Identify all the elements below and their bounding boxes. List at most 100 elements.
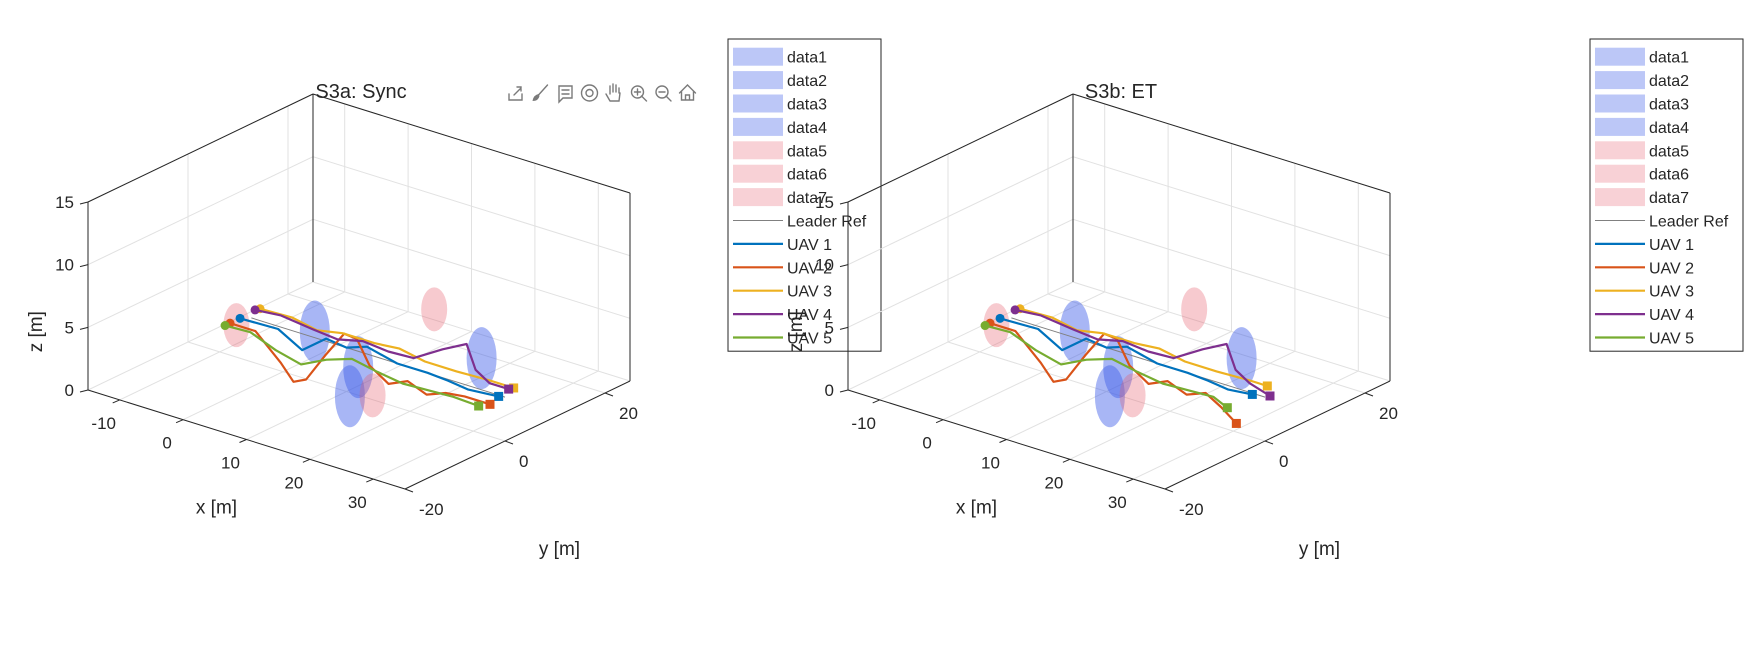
z-tick-label: 0 <box>65 381 74 400</box>
legend-item[interactable]: data1 <box>1595 47 1689 67</box>
legend-label: UAV 4 <box>1649 307 1694 324</box>
brush-icon[interactable] <box>531 83 551 103</box>
obstacle-data3 <box>466 327 497 390</box>
x-tick-label: 30 <box>1108 493 1127 512</box>
obstacle-data4 <box>334 365 365 428</box>
legend-item[interactable]: UAV 2 <box>733 260 832 277</box>
legend-swatch <box>733 117 783 136</box>
legend-item[interactable]: data5 <box>733 141 827 160</box>
home-icon[interactable] <box>678 83 698 103</box>
legend-swatch <box>733 188 783 207</box>
legend-item[interactable]: data3 <box>1595 94 1689 114</box>
legend-label: data5 <box>787 143 827 160</box>
legend-item[interactable]: data7 <box>733 188 827 207</box>
legend-item[interactable]: data3 <box>733 94 827 114</box>
legend-label: Leader Ref <box>1649 214 1729 231</box>
y-tick-label: -20 <box>419 500 444 519</box>
legend-item[interactable]: data2 <box>733 71 827 90</box>
legend-item[interactable]: data1 <box>733 47 827 67</box>
series-uav-3 <box>1019 307 1268 388</box>
legend-item[interactable]: data4 <box>1595 117 1689 137</box>
legend-item[interactable]: UAV 1 <box>1595 237 1694 254</box>
legend[interactable]: data1 data2 data3 data4 data5 data6 data7 Leade… <box>1589 38 1744 352</box>
end-marker <box>1231 418 1241 428</box>
series-uav-4 <box>254 308 510 391</box>
grid <box>847 93 1391 490</box>
legend-swatch <box>1595 117 1645 136</box>
pan-icon[interactable] <box>604 83 624 103</box>
legend-swatch <box>1595 71 1645 90</box>
legend[interactable]: data1 data2 data3 data4 data5 data6 data7 Leade… <box>727 38 882 352</box>
obstacles <box>223 287 497 428</box>
legend-item[interactable]: Leader Ref <box>1595 214 1729 231</box>
legend-item[interactable]: data2 <box>1595 71 1689 90</box>
legend-item[interactable]: UAV 5 <box>733 331 832 348</box>
y-tick-label: 0 <box>1279 452 1288 471</box>
data-tips-icon[interactable] <box>555 83 575 104</box>
x-tick-label: -10 <box>91 414 116 433</box>
end-marker <box>1222 403 1232 413</box>
grid <box>87 93 631 490</box>
legend-item[interactable]: data5 <box>1595 141 1689 160</box>
legend-swatch <box>1595 47 1645 66</box>
tick-labels: 0 5 10 15 -10 0 10 20 30 -20 0 20 <box>55 193 638 519</box>
z-tick-label: 5 <box>825 318 834 337</box>
obstacle-data2 <box>343 336 374 399</box>
axes-box <box>847 93 1391 490</box>
legend-label: Leader Ref <box>787 214 867 231</box>
legend-swatch <box>733 47 783 66</box>
obstacle-data7 <box>359 373 386 418</box>
z-tick-label: 15 <box>55 193 74 212</box>
export-icon[interactable] <box>506 83 526 103</box>
legend-label: UAV 4 <box>787 307 832 324</box>
legend-item[interactable]: UAV 4 <box>1595 307 1694 324</box>
legend-item[interactable]: data6 <box>733 164 827 184</box>
x-tick-label: -10 <box>851 414 876 433</box>
obstacle-data3 <box>1226 327 1257 390</box>
y-axis-label: y [m] <box>539 539 580 560</box>
obstacle-data4 <box>1094 365 1125 428</box>
legend-swatch <box>1595 164 1645 183</box>
obstacle-data2 <box>1103 336 1134 399</box>
legend-item[interactable]: UAV 1 <box>733 237 832 254</box>
legend-label: UAV 2 <box>787 260 832 277</box>
legend-swatch <box>733 94 783 113</box>
legend-item[interactable]: UAV 3 <box>733 284 832 301</box>
z-tick-label: 5 <box>65 318 74 337</box>
legend-label: data5 <box>1649 143 1689 160</box>
legend-label: data6 <box>787 167 827 184</box>
legend-label: data1 <box>787 50 827 67</box>
legend-item[interactable]: data7 <box>1595 188 1689 207</box>
end-marker <box>1262 381 1272 391</box>
start-marker <box>250 305 260 315</box>
z-tick-label: 10 <box>815 256 834 275</box>
legend-label: UAV 5 <box>1649 331 1694 348</box>
obstacle-data6 <box>1181 287 1208 332</box>
z-tick-label: 0 <box>825 381 834 400</box>
legend-label: data4 <box>1649 120 1689 137</box>
legend-item[interactable]: UAV 3 <box>1595 284 1694 301</box>
axes-toolbar <box>506 83 698 104</box>
legend-item[interactable]: Leader Ref <box>733 214 867 231</box>
zoom-in-icon[interactable] <box>629 83 649 103</box>
axes-box <box>87 93 631 490</box>
end-marker <box>504 384 514 394</box>
rotate-3d-icon[interactable] <box>580 83 600 103</box>
y-tick-label: -20 <box>1179 500 1204 519</box>
legend-swatch <box>1595 141 1645 160</box>
zoom-out-icon[interactable] <box>653 83 673 103</box>
end-marker <box>485 399 495 409</box>
obstacle-data7 <box>1119 373 1146 418</box>
series-uav-4 <box>1014 308 1271 397</box>
legend-swatch <box>1595 94 1645 113</box>
y-tick-label: 20 <box>619 404 638 423</box>
series-uav-1 <box>239 317 499 398</box>
legend-label: data7 <box>1649 190 1689 207</box>
end-marker <box>474 401 484 411</box>
legend-item[interactable]: UAV 2 <box>1595 260 1694 277</box>
legend-item[interactable]: data6 <box>1595 164 1689 184</box>
legend-item[interactable]: UAV 4 <box>733 307 832 324</box>
legend-item[interactable]: UAV 5 <box>1595 331 1694 348</box>
legend-item[interactable]: data4 <box>733 117 827 137</box>
